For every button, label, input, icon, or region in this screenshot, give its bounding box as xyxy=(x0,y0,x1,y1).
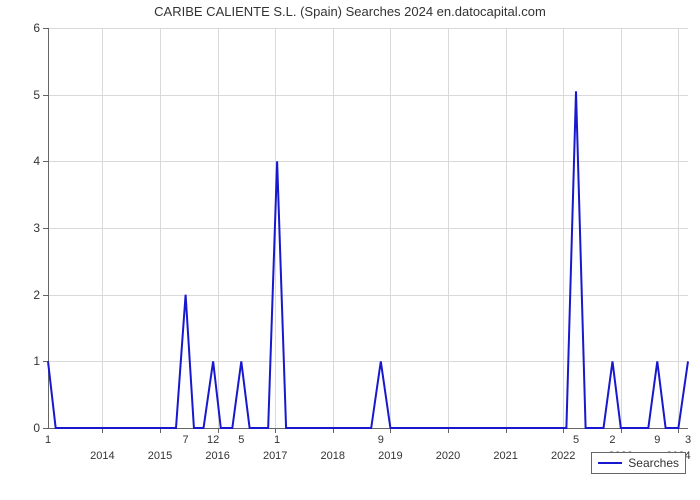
chart-container: CARIBE CALIENTE S.L. (Spain) Searches 20… xyxy=(0,0,700,500)
y-tick-label: 2 xyxy=(20,288,40,302)
y-tick-label: 4 xyxy=(20,154,40,168)
plot-area: 0123456201420152016201720182019202020212… xyxy=(48,28,688,428)
series-line xyxy=(48,28,688,428)
x-tick-label: 2017 xyxy=(263,450,287,462)
x-tick-label: 2022 xyxy=(551,450,575,462)
point-label: 5 xyxy=(238,434,244,446)
point-label: 12 xyxy=(207,434,219,446)
x-tick-label: 2019 xyxy=(378,450,402,462)
point-label: 2 xyxy=(609,434,615,446)
point-label: 7 xyxy=(183,434,189,446)
point-label: 9 xyxy=(654,434,660,446)
x-tick-label: 2016 xyxy=(205,450,229,462)
point-label: 1 xyxy=(274,434,280,446)
x-tick-label: 2014 xyxy=(90,450,114,462)
legend-label: Searches xyxy=(628,456,679,470)
x-tick-label: 2020 xyxy=(436,450,460,462)
point-label: 5 xyxy=(573,434,579,446)
x-tick-label: 2015 xyxy=(148,450,172,462)
y-tick-label: 1 xyxy=(20,354,40,368)
y-tick-label: 3 xyxy=(20,221,40,235)
x-tick-label: 2018 xyxy=(321,450,345,462)
legend-swatch xyxy=(598,462,622,464)
point-label: 1 xyxy=(45,434,51,446)
point-label: 9 xyxy=(378,434,384,446)
legend: Searches xyxy=(591,452,686,474)
point-label: 3 xyxy=(685,434,691,446)
chart-title: CARIBE CALIENTE S.L. (Spain) Searches 20… xyxy=(0,4,700,19)
y-tick-label: 0 xyxy=(20,421,40,435)
y-tick-label: 6 xyxy=(20,21,40,35)
y-tick-label: 5 xyxy=(20,88,40,102)
x-tick-label: 2021 xyxy=(493,450,517,462)
